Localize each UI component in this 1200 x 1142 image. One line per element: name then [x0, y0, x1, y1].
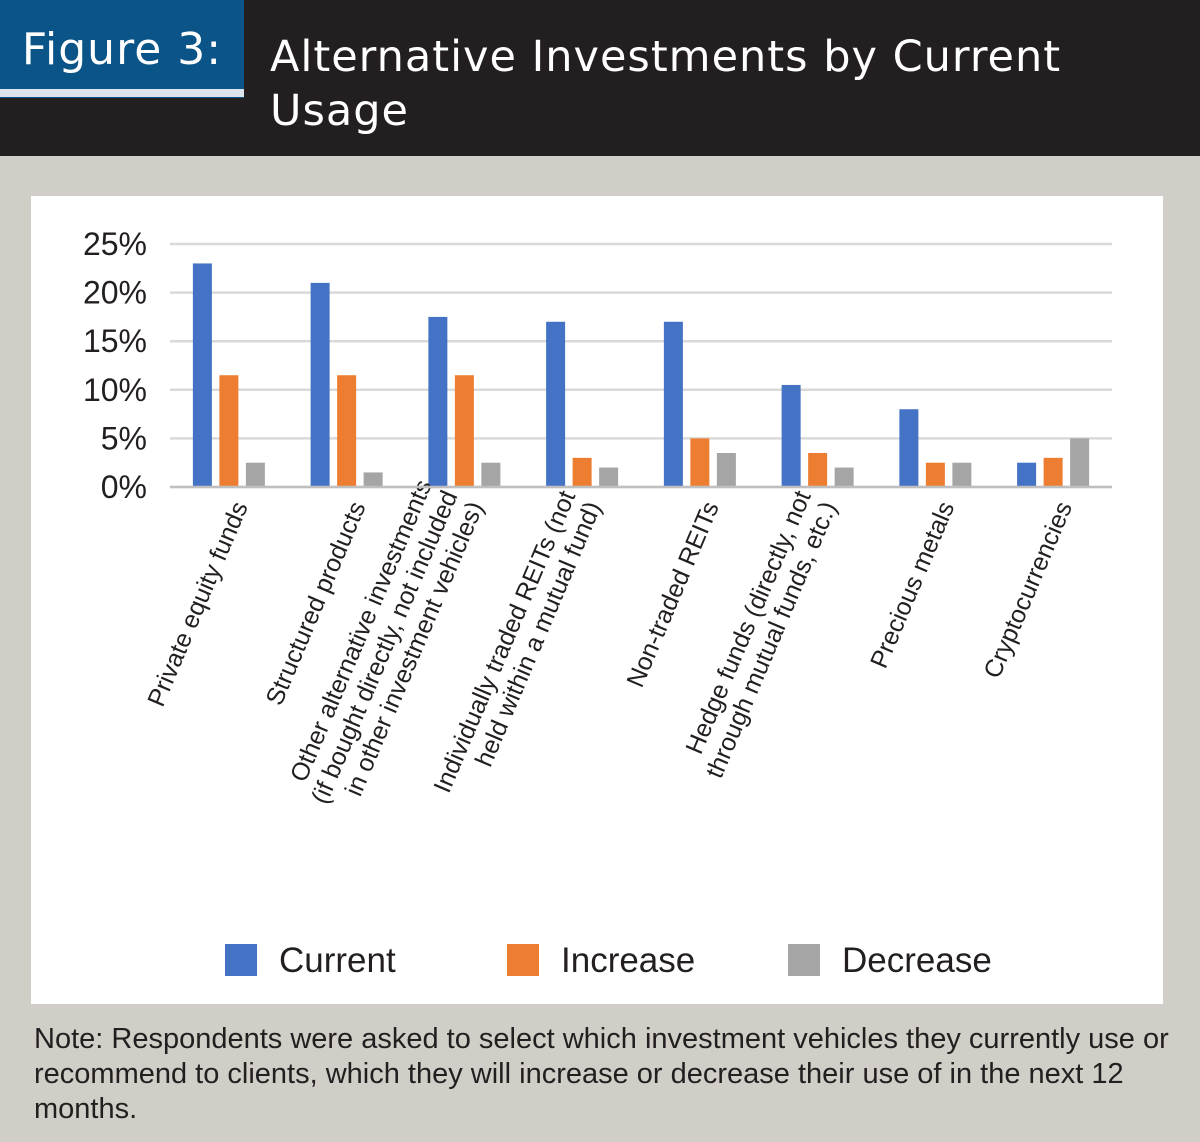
- x-tick-label: Non-traded REITs: [621, 498, 724, 692]
- bar-current: [1017, 462, 1037, 487]
- y-tick-label: 20%: [83, 275, 147, 311]
- bar-current: [899, 409, 919, 487]
- legend-label-increase: Increase: [561, 941, 695, 980]
- x-tick-label-line: Private equity funds: [142, 498, 254, 711]
- x-tick-label-line: Non-traded REITs: [621, 498, 724, 692]
- y-tick-label: 10%: [83, 372, 147, 408]
- x-tick-label-line: Cryptocurrencies: [978, 498, 1078, 683]
- bar-decrease: [952, 462, 972, 487]
- figure-number-underline: [0, 89, 244, 97]
- bar-decrease: [716, 452, 736, 487]
- legend-swatch-increase: [507, 944, 539, 976]
- bar-increase: [690, 438, 710, 487]
- bar-current: [546, 321, 566, 487]
- x-tick-label: Private equity funds: [142, 498, 254, 711]
- bar-increase: [1043, 457, 1063, 487]
- bar-current: [663, 321, 683, 487]
- bar-current: [192, 263, 212, 487]
- chart-note: Note: Respondents were asked to select w…: [34, 1023, 1169, 1125]
- legend-swatch-decrease: [788, 944, 820, 976]
- figure-number: Figure 3:: [21, 23, 223, 75]
- bar-increase: [454, 375, 474, 487]
- y-tick-label: 15%: [83, 323, 147, 359]
- bar-decrease: [599, 467, 619, 487]
- bar-increase: [572, 457, 592, 487]
- x-tick-label: Cryptocurrencies: [978, 498, 1078, 683]
- y-tick-label: 0%: [101, 469, 147, 505]
- bar-decrease: [245, 462, 265, 487]
- bar-current: [310, 282, 330, 487]
- bar-increase: [925, 462, 945, 487]
- figure-header: Figure 3: Alternative Investments by Cur…: [0, 0, 1200, 156]
- bar-current: [781, 384, 801, 487]
- bar-decrease: [834, 467, 854, 487]
- chart-title: Alternative Investments by Current Usage: [270, 32, 1062, 136]
- legend-label-decrease: Decrease: [842, 941, 992, 980]
- y-tick-label: 25%: [83, 226, 147, 262]
- x-tick-label: Precious metals: [865, 498, 960, 673]
- bar-increase: [808, 452, 828, 487]
- bar-current: [428, 316, 448, 487]
- legend-swatch-current: [225, 944, 257, 976]
- figure-number-box: [0, 0, 244, 98]
- bar-increase: [337, 375, 357, 487]
- legend-label-current: Current: [279, 941, 396, 980]
- bar-decrease: [1070, 438, 1090, 487]
- y-tick-label: 5%: [101, 420, 147, 456]
- bar-increase: [219, 375, 239, 487]
- x-tick-label-line: Precious metals: [865, 498, 960, 673]
- bar-decrease: [481, 462, 501, 487]
- bar-decrease: [363, 472, 383, 487]
- chart-panel: 0% 5% 10% 15% 20% 25% Private equity funds Stru…: [31, 196, 1163, 1004]
- bar-chart: 0%5%10%15%20%25%Private equity funds Stru…: [83, 226, 1112, 980]
